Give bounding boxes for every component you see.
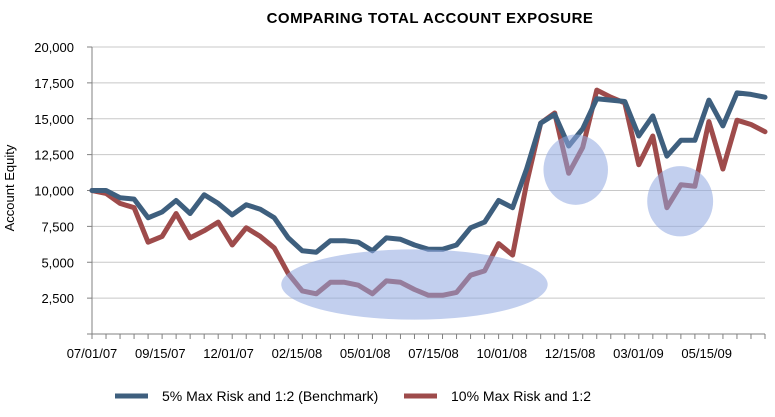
- x-tick-label: 05/15/09: [681, 346, 732, 361]
- y-tick-labels: 2,500 5,000 7,500 10,000 12,500 15,000 17,500 2…: [34, 40, 74, 306]
- x-tick-label: 03/01/09: [613, 346, 664, 361]
- series-line-1: [89, 90, 768, 255]
- x-tick-label: 05/01/08: [340, 346, 391, 361]
- x-tick-label: 07/01/07: [67, 346, 118, 361]
- y-tick-label: 5,000: [41, 255, 74, 270]
- x-tick-label: 02/15/08: [272, 346, 323, 361]
- x-tick-label: 10/01/08: [476, 346, 527, 361]
- x-tick-label: 12/15/08: [545, 346, 596, 361]
- highlight-ellipse: [543, 134, 608, 205]
- legend-label-2: 10% Max Risk and 1:2: [451, 388, 591, 404]
- highlight-ellipse: [281, 249, 548, 320]
- gridlines: [92, 46, 765, 299]
- x-tick-label: 07/15/08: [408, 346, 459, 361]
- y-tick-label: 12,500: [34, 148, 74, 163]
- y-tick-label: 20,000: [34, 40, 74, 55]
- y-tick-label: 7,500: [41, 219, 74, 234]
- x-tick-labels: 07/01/07 09/15/07 12/01/07 02/15/08 05/01/08…: [67, 346, 732, 361]
- y-tick-label: 2,500: [41, 291, 74, 306]
- y-tick-label: 10,000: [34, 184, 74, 199]
- chart-title: COMPARING TOTAL ACCOUNT EXPOSURE: [267, 10, 594, 27]
- x-tick-label: 09/15/07: [135, 346, 186, 361]
- legend: 5% Max Risk and 1:2 (Benchmark) 10% Max R…: [115, 388, 591, 404]
- y-axis-title: Account Equity: [2, 144, 17, 231]
- highlight-regions: [281, 134, 714, 320]
- x-tick-label: 12/01/07: [203, 346, 254, 361]
- legend-label-1: 5% Max Risk and 1:2 (Benchmark): [162, 388, 378, 404]
- highlight-ellipse: [647, 166, 714, 237]
- y-tick-label: 15,000: [34, 112, 74, 127]
- y-tick-label: 17,500: [34, 76, 74, 91]
- x-ticks: [87, 46, 766, 339]
